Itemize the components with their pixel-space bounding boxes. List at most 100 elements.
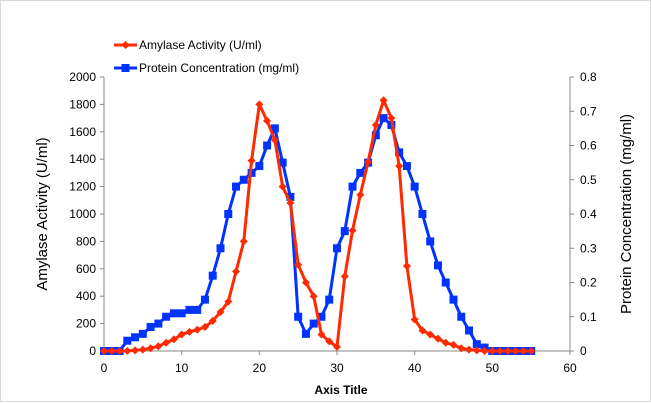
protein-point [333, 244, 341, 253]
amylase-point [286, 199, 295, 208]
left-y-tick-label: 1000 [69, 207, 96, 221]
protein-point [286, 192, 295, 201]
protein-point [239, 175, 248, 184]
protein-point [224, 210, 233, 218]
left-y-ticks: 0 200 400 600 800 1000 1200 1400 1600 1800 2000 [69, 70, 104, 358]
x-axis-title: Axis Title [314, 383, 367, 397]
right-y-ticks: 0 0.1 0.2 0.3 0.4 0.5 0.6 0.7 0.8 [570, 70, 597, 358]
protein-point [278, 158, 287, 167]
right-y-tick-label: 0.7 [580, 104, 597, 118]
legend-entry: Amylase Activity (U/ml) [114, 38, 262, 52]
right-y-tick-label: 0.1 [580, 310, 597, 324]
protein-point [356, 168, 365, 177]
right-y-tick-label: 0.6 [580, 139, 597, 153]
protein-point [123, 336, 132, 345]
amylase-point [379, 96, 388, 105]
amylase-point [402, 262, 411, 271]
amylase-point [371, 120, 380, 129]
amylase-point [146, 344, 155, 353]
protein-point [395, 148, 404, 157]
left-y-tick-label: 1200 [69, 180, 96, 194]
protein-point [232, 182, 241, 191]
amylase-point [232, 267, 241, 276]
amylase-point [317, 330, 326, 339]
right-y-axis-title: Protein Concentration (mg/ml) [618, 114, 635, 314]
protein-point [146, 323, 155, 332]
protein-point [309, 319, 318, 328]
amylase-point [395, 162, 404, 171]
protein-point [410, 182, 419, 191]
amylase-point [472, 346, 481, 355]
amylase-point [247, 156, 256, 165]
protein-point [472, 340, 481, 349]
amylase-series [100, 96, 536, 355]
protein-point [379, 114, 388, 123]
amylase-point [100, 347, 108, 355]
amylase-point [270, 136, 279, 145]
left-y-tick-label: 1800 [69, 97, 96, 111]
left-y-tick-label: 0 [89, 344, 96, 358]
x-tick-label: 20 [253, 361, 267, 375]
protein-point [301, 329, 310, 338]
right-y-tick-label: 0.2 [580, 276, 597, 290]
x-tick-label: 0 [101, 361, 108, 375]
left-y-tick-label: 600 [76, 262, 96, 276]
right-y-tick-label: 0.5 [580, 173, 597, 187]
protein-point [162, 312, 171, 321]
amylase-point [301, 278, 310, 287]
protein-point [340, 227, 349, 236]
amylase-point [449, 340, 458, 349]
protein-point [433, 261, 442, 270]
x-tick-label: 10 [175, 361, 189, 375]
amylase-point [177, 330, 186, 339]
x-ticks: 0 10 20 30 40 50 60 [101, 351, 577, 375]
protein-point [294, 312, 303, 321]
amylase-point [200, 323, 209, 332]
protein-point [263, 141, 272, 150]
protein-point [348, 182, 357, 191]
protein-point [317, 312, 326, 321]
amylase-point [348, 226, 357, 235]
amylase-point [364, 157, 373, 166]
left-y-tick-label: 800 [76, 234, 96, 248]
left-y-tick-label: 1600 [69, 125, 96, 139]
amylase-point [131, 346, 140, 355]
protein-point [138, 329, 147, 338]
protein-point [426, 237, 435, 246]
legend-entry: Protein Concentration (mg/ml) [114, 61, 299, 75]
amylase-point [527, 347, 536, 355]
amylase-point [162, 338, 171, 347]
amylase-point [410, 315, 419, 324]
left-y-axis-title: Amylase Activity (U/ml) [34, 137, 51, 290]
amylase-point [123, 347, 132, 355]
amylase-point [511, 347, 520, 355]
amylase-point [503, 347, 512, 355]
protein-point [441, 278, 450, 287]
amylase-point [239, 237, 248, 246]
amylase-point [387, 114, 396, 123]
amylase-point [309, 292, 318, 301]
right-y-tick-label: 0.4 [580, 207, 597, 221]
amylase-point [441, 338, 450, 347]
legend-label: Protein Concentration (mg/ml) [139, 61, 299, 75]
amylase-point [255, 100, 264, 109]
x-tick-label: 30 [330, 361, 344, 375]
protein-point [449, 295, 458, 304]
legend-label: Amylase Activity (U/ml) [139, 38, 262, 52]
amylase-point [519, 347, 528, 355]
protein-point [200, 295, 209, 304]
amylase-point [465, 345, 474, 354]
left-y-tick-label: 2000 [69, 70, 96, 84]
amylase-point [333, 342, 341, 351]
amylase-point [263, 116, 272, 125]
protein-point [169, 309, 178, 318]
amylase-point [216, 307, 225, 316]
amylase-point [138, 345, 147, 354]
amylase-point [169, 335, 178, 344]
amylase-point [185, 327, 194, 336]
protein-point [216, 244, 225, 253]
x-tick-label: 60 [563, 361, 577, 375]
protein-point [418, 210, 427, 218]
